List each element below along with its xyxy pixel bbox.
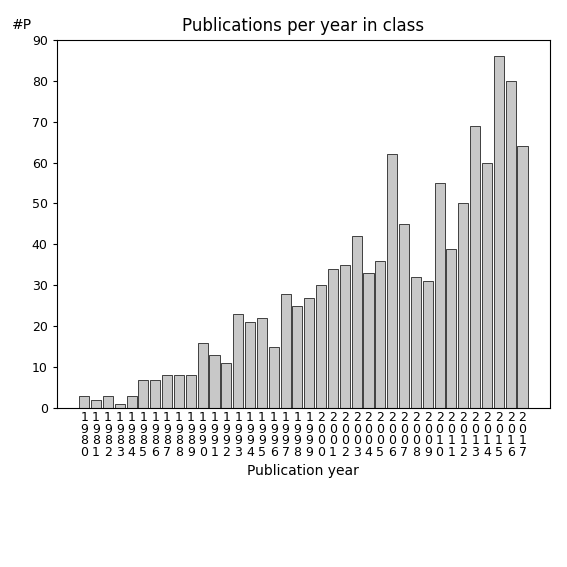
Bar (387, 154, 397, 408)
Bar (375, 261, 386, 408)
Bar (494, 56, 504, 408)
Bar (209, 355, 219, 408)
Bar (328, 269, 338, 408)
X-axis label: Publication year: Publication year (247, 464, 359, 478)
Bar (423, 281, 433, 408)
Bar (269, 347, 279, 408)
Bar (126, 396, 137, 408)
Bar (115, 404, 125, 408)
Y-axis label: #P: #P (12, 18, 32, 32)
Bar (162, 375, 172, 408)
Bar (198, 342, 208, 408)
Bar (470, 126, 480, 408)
Bar (352, 236, 362, 408)
Title: Publications per year in class: Publications per year in class (182, 18, 425, 35)
Bar (257, 318, 267, 408)
Bar (434, 183, 445, 408)
Bar (458, 204, 468, 408)
Bar (363, 273, 374, 408)
Bar (411, 277, 421, 408)
Bar (446, 248, 456, 408)
Bar (340, 265, 350, 408)
Bar (174, 375, 184, 408)
Bar (482, 163, 492, 408)
Bar (221, 363, 231, 408)
Bar (150, 379, 160, 408)
Bar (399, 224, 409, 408)
Bar (293, 306, 302, 408)
Bar (281, 294, 291, 408)
Bar (79, 396, 89, 408)
Bar (518, 146, 527, 408)
Bar (91, 400, 101, 408)
Bar (245, 322, 255, 408)
Bar (233, 314, 243, 408)
Bar (316, 285, 326, 408)
Bar (304, 298, 314, 408)
Bar (186, 375, 196, 408)
Bar (138, 379, 149, 408)
Bar (506, 81, 516, 408)
Bar (103, 396, 113, 408)
